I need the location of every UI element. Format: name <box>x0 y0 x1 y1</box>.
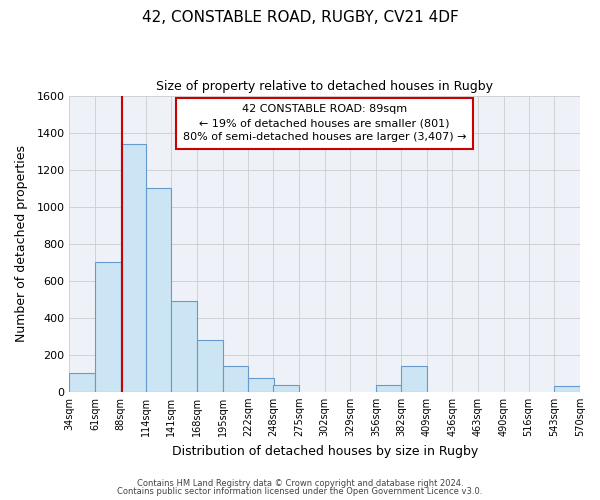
Bar <box>554 386 580 392</box>
Y-axis label: Number of detached properties: Number of detached properties <box>15 145 28 342</box>
Bar <box>376 386 402 392</box>
Bar <box>197 340 223 392</box>
Text: Contains public sector information licensed under the Open Government Licence v3: Contains public sector information licen… <box>118 487 482 496</box>
Bar <box>401 366 427 392</box>
Bar <box>248 378 274 392</box>
Bar <box>273 386 299 392</box>
Title: Size of property relative to detached houses in Rugby: Size of property relative to detached ho… <box>156 80 493 93</box>
Bar <box>121 144 146 392</box>
Bar <box>146 188 171 392</box>
Text: Contains HM Land Registry data © Crown copyright and database right 2024.: Contains HM Land Registry data © Crown c… <box>137 478 463 488</box>
Text: 42, CONSTABLE ROAD, RUGBY, CV21 4DF: 42, CONSTABLE ROAD, RUGBY, CV21 4DF <box>142 10 458 25</box>
Bar <box>171 301 197 392</box>
Bar <box>223 366 248 392</box>
X-axis label: Distribution of detached houses by size in Rugby: Distribution of detached houses by size … <box>172 444 478 458</box>
Bar <box>70 374 95 392</box>
Text: 42 CONSTABLE ROAD: 89sqm
← 19% of detached houses are smaller (801)
80% of semi-: 42 CONSTABLE ROAD: 89sqm ← 19% of detach… <box>183 104 466 142</box>
Bar <box>95 262 121 392</box>
